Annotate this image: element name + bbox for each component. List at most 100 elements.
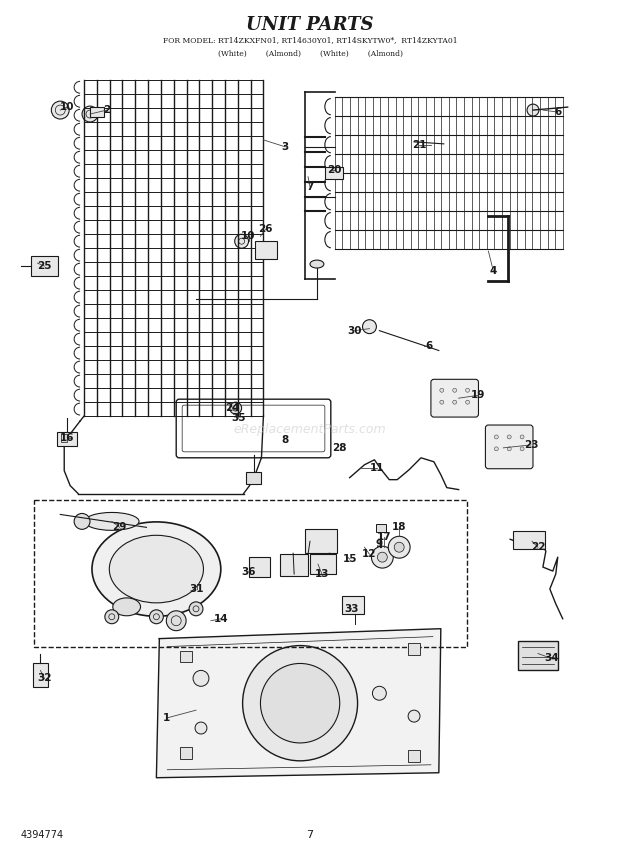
Text: 2: 2 <box>103 105 110 115</box>
Bar <box>408 643 420 655</box>
Circle shape <box>195 722 207 734</box>
Bar <box>180 747 192 758</box>
Circle shape <box>189 602 203 615</box>
Circle shape <box>74 514 90 529</box>
Circle shape <box>408 710 420 722</box>
Bar <box>310 554 336 574</box>
Bar <box>57 432 77 446</box>
Ellipse shape <box>84 513 139 531</box>
Bar <box>35 500 467 646</box>
Text: 15: 15 <box>342 554 357 564</box>
Text: 13: 13 <box>314 569 329 579</box>
Bar <box>305 529 337 553</box>
Bar <box>518 640 558 670</box>
Text: 14: 14 <box>213 614 228 624</box>
Circle shape <box>51 101 69 119</box>
Circle shape <box>520 447 524 451</box>
FancyBboxPatch shape <box>485 425 533 469</box>
Text: 4: 4 <box>490 266 497 276</box>
Ellipse shape <box>92 522 221 616</box>
Circle shape <box>494 435 498 439</box>
Circle shape <box>388 537 410 558</box>
Text: 26: 26 <box>258 224 273 235</box>
Circle shape <box>507 447 511 451</box>
Text: 10: 10 <box>60 102 74 112</box>
Circle shape <box>494 447 498 451</box>
Text: 25: 25 <box>37 261 51 271</box>
Ellipse shape <box>109 535 203 603</box>
Text: 7: 7 <box>306 830 314 841</box>
Circle shape <box>453 389 457 392</box>
Bar <box>513 532 545 550</box>
Circle shape <box>82 106 98 122</box>
Bar <box>249 557 270 577</box>
Bar <box>90 107 104 117</box>
Circle shape <box>260 663 340 743</box>
Text: 19: 19 <box>471 390 485 401</box>
Circle shape <box>394 542 404 552</box>
Text: 10: 10 <box>241 231 256 241</box>
Circle shape <box>440 401 444 404</box>
Bar <box>61 434 67 442</box>
Text: 22: 22 <box>531 542 545 552</box>
Circle shape <box>373 687 386 700</box>
Circle shape <box>235 235 249 248</box>
Bar <box>32 663 48 687</box>
Polygon shape <box>156 628 441 778</box>
Text: 30: 30 <box>347 325 362 336</box>
Text: 18: 18 <box>392 522 407 532</box>
Circle shape <box>232 405 239 411</box>
Circle shape <box>371 546 393 568</box>
Text: 6: 6 <box>425 341 433 351</box>
Text: eReplacementParts.com: eReplacementParts.com <box>234 424 386 437</box>
Text: 23: 23 <box>524 440 538 450</box>
Text: 20: 20 <box>327 164 342 175</box>
Text: 21: 21 <box>412 140 427 150</box>
Bar <box>376 525 386 532</box>
Bar <box>255 241 277 259</box>
Text: 32: 32 <box>37 674 51 683</box>
Text: 4394774: 4394774 <box>20 830 64 841</box>
Text: (White)        (Almond)        (White)        (Almond): (White) (Almond) (White) (Almond) <box>218 50 402 57</box>
Circle shape <box>466 401 469 404</box>
Text: 17: 17 <box>377 532 392 543</box>
Ellipse shape <box>310 260 324 268</box>
Text: UNIT PARTS: UNIT PARTS <box>246 15 374 33</box>
Circle shape <box>149 609 163 624</box>
Circle shape <box>242 645 358 761</box>
Text: 9: 9 <box>376 539 383 550</box>
Text: 6: 6 <box>554 107 561 117</box>
Circle shape <box>453 401 457 404</box>
Text: 33: 33 <box>344 603 359 614</box>
Circle shape <box>230 402 242 414</box>
Circle shape <box>378 552 388 562</box>
Text: 28: 28 <box>332 443 347 453</box>
Circle shape <box>507 435 511 439</box>
Text: 36: 36 <box>241 567 256 577</box>
Bar <box>180 651 192 663</box>
Bar <box>342 596 363 614</box>
Bar <box>325 167 343 179</box>
Text: 12: 12 <box>362 550 377 559</box>
Text: FOR MODEL: RT14ZKXFN01, RT14630Y01, RT14SKYTW0*,  RT14ZKYTA01: FOR MODEL: RT14ZKXFN01, RT14630Y01, RT14… <box>162 37 458 45</box>
Circle shape <box>520 435 524 439</box>
Ellipse shape <box>113 597 141 615</box>
Text: 16: 16 <box>60 433 74 443</box>
Circle shape <box>527 104 539 116</box>
Text: 3: 3 <box>281 142 289 152</box>
FancyBboxPatch shape <box>431 379 479 417</box>
Text: 35: 35 <box>231 413 246 423</box>
Bar <box>280 554 308 576</box>
Bar <box>246 472 262 484</box>
Bar <box>408 750 420 762</box>
Circle shape <box>440 389 444 392</box>
Bar <box>30 256 58 276</box>
Circle shape <box>105 609 118 624</box>
Circle shape <box>466 389 469 392</box>
Text: 34: 34 <box>544 653 559 663</box>
Text: 1: 1 <box>162 713 170 723</box>
Text: 29: 29 <box>113 522 127 532</box>
Text: 31: 31 <box>190 584 204 594</box>
Text: 7: 7 <box>306 181 314 192</box>
Text: 24: 24 <box>226 403 240 413</box>
